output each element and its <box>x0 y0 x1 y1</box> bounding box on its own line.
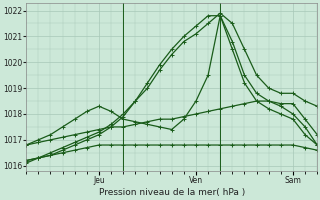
X-axis label: Pression niveau de la mer( hPa ): Pression niveau de la mer( hPa ) <box>99 188 245 197</box>
